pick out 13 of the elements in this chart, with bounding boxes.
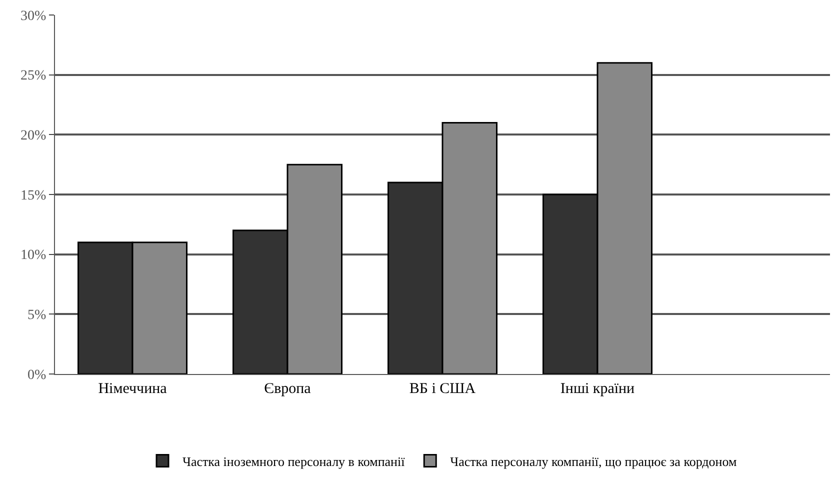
legend-label: Частка персоналу компанії, що працює за кордоном <box>450 454 737 469</box>
legend-label: Частка іноземного персоналу в компанії <box>182 454 406 469</box>
x-tick-label: ВБ і США <box>409 381 476 397</box>
y-tick-label: 5% <box>28 308 47 324</box>
y-tick-label: 20% <box>20 128 47 144</box>
x-tick-label: Німеччина <box>98 381 168 397</box>
y-tick-label: 0% <box>28 368 47 383</box>
y-tick-label: 25% <box>20 68 47 84</box>
y-tick-label: 10% <box>20 248 47 264</box>
y-tick-label: 15% <box>20 188 47 204</box>
x-tick-label: Європа <box>264 381 312 397</box>
x-tick-label: Інші країни <box>560 381 635 397</box>
y-tick-label: 30% <box>20 8 47 24</box>
